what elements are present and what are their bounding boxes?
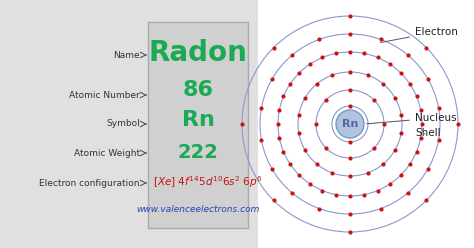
Bar (0, 0, 153, 248)
Text: Shell: Shell (415, 128, 441, 138)
FancyBboxPatch shape (148, 22, 248, 228)
Text: Rn: Rn (342, 119, 358, 129)
Bar (143, 0, 258, 248)
Circle shape (336, 110, 364, 138)
Text: Electron configuration: Electron configuration (39, 179, 140, 187)
Text: Electron: Electron (381, 27, 458, 42)
Text: Atomic Number: Atomic Number (69, 91, 140, 99)
Text: $[Xe]\ 4f^{14}5d^{10}6s^{2}\ 6p^{6}$: $[Xe]\ 4f^{14}5d^{10}6s^{2}\ 6p^{6}$ (153, 174, 263, 190)
Text: Nucleus: Nucleus (367, 113, 456, 124)
Text: www.valenceelectrons.com: www.valenceelectrons.com (137, 206, 260, 215)
Text: Radon: Radon (148, 39, 247, 67)
Text: Name: Name (113, 51, 140, 60)
Text: Rn: Rn (182, 110, 214, 130)
Text: Symbol: Symbol (106, 120, 140, 128)
Text: 86: 86 (182, 80, 213, 100)
Text: Atomic Weight: Atomic Weight (74, 149, 140, 157)
Text: 222: 222 (178, 143, 219, 161)
